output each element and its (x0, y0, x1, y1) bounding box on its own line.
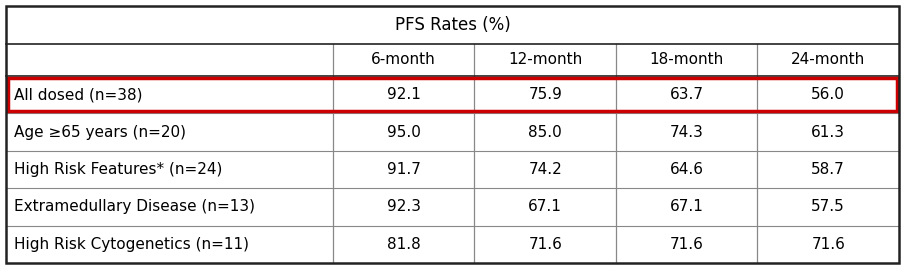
Text: 91.7: 91.7 (386, 162, 421, 177)
Text: 57.5: 57.5 (812, 199, 845, 214)
Text: 71.6: 71.6 (529, 237, 562, 252)
Text: 61.3: 61.3 (811, 125, 845, 140)
Text: 64.6: 64.6 (670, 162, 704, 177)
Text: 24-month: 24-month (791, 52, 865, 68)
Text: 92.1: 92.1 (386, 87, 421, 102)
Text: 56.0: 56.0 (811, 87, 845, 102)
Text: Extramedullary Disease (n=13): Extramedullary Disease (n=13) (14, 199, 255, 214)
Text: High Risk Features* (n=24): High Risk Features* (n=24) (14, 162, 223, 177)
Text: PFS Rates (%): PFS Rates (%) (395, 16, 510, 34)
Text: 12-month: 12-month (508, 52, 582, 68)
Text: 71.6: 71.6 (670, 237, 704, 252)
Text: 67.1: 67.1 (670, 199, 704, 214)
Text: Age ≥65 years (n=20): Age ≥65 years (n=20) (14, 125, 186, 140)
Bar (8, 78, 897, 111)
Text: 75.9: 75.9 (529, 87, 562, 102)
Text: 6-month: 6-month (371, 52, 436, 68)
Text: 95.0: 95.0 (386, 125, 421, 140)
Text: 18-month: 18-month (650, 52, 724, 68)
Text: 74.3: 74.3 (670, 125, 704, 140)
Text: 74.2: 74.2 (529, 162, 562, 177)
Text: 58.7: 58.7 (812, 162, 845, 177)
Text: All dosed (n=38): All dosed (n=38) (14, 87, 142, 102)
Text: 67.1: 67.1 (529, 199, 562, 214)
Text: High Risk Cytogenetics (n=11): High Risk Cytogenetics (n=11) (14, 237, 249, 252)
Text: 63.7: 63.7 (670, 87, 704, 102)
Text: 71.6: 71.6 (811, 237, 845, 252)
Text: 85.0: 85.0 (529, 125, 562, 140)
Text: 81.8: 81.8 (386, 237, 421, 252)
Text: 92.3: 92.3 (386, 199, 421, 214)
